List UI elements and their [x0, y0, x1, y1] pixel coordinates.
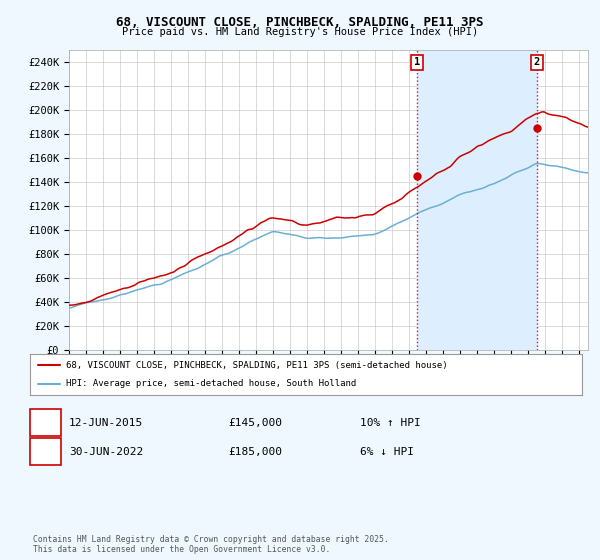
- Text: £185,000: £185,000: [228, 447, 282, 457]
- Text: 68, VISCOUNT CLOSE, PINCHBECK, SPALDING, PE11 3PS: 68, VISCOUNT CLOSE, PINCHBECK, SPALDING,…: [116, 16, 484, 29]
- Text: £145,000: £145,000: [228, 418, 282, 428]
- Text: 12-JUN-2015: 12-JUN-2015: [69, 418, 143, 428]
- Text: Contains HM Land Registry data © Crown copyright and database right 2025.
This d: Contains HM Land Registry data © Crown c…: [33, 535, 389, 554]
- Text: Price paid vs. HM Land Registry's House Price Index (HPI): Price paid vs. HM Land Registry's House …: [122, 27, 478, 37]
- Text: 68, VISCOUNT CLOSE, PINCHBECK, SPALDING, PE11 3PS (semi-detached house): 68, VISCOUNT CLOSE, PINCHBECK, SPALDING,…: [66, 361, 448, 370]
- Text: 2: 2: [534, 57, 540, 67]
- Text: 30-JUN-2022: 30-JUN-2022: [69, 447, 143, 457]
- Bar: [417, 50, 537, 350]
- Text: 1: 1: [414, 57, 420, 67]
- Text: HPI: Average price, semi-detached house, South Holland: HPI: Average price, semi-detached house,…: [66, 380, 356, 389]
- Text: 1: 1: [42, 418, 49, 428]
- Text: 10% ↑ HPI: 10% ↑ HPI: [360, 418, 421, 428]
- Text: 2: 2: [42, 447, 49, 457]
- Text: 6% ↓ HPI: 6% ↓ HPI: [360, 447, 414, 457]
